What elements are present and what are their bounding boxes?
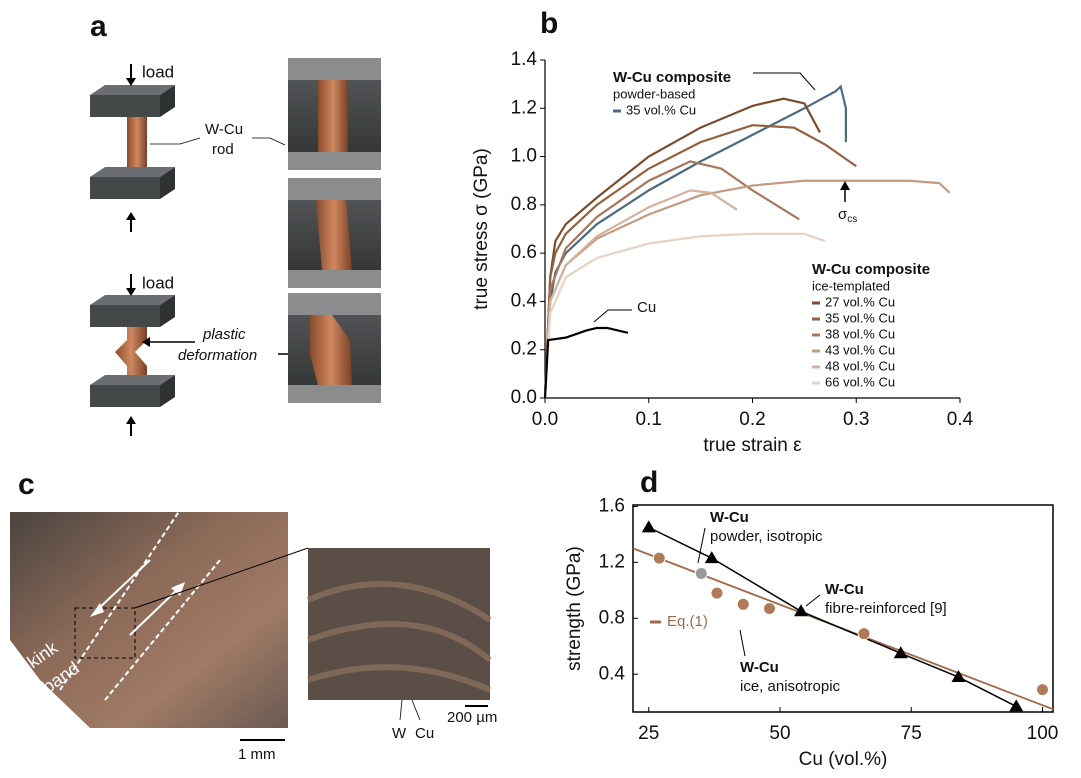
point: [1009, 699, 1023, 711]
point: [764, 603, 776, 615]
x-tick-label: 0.0: [532, 409, 558, 430]
panel-label: b: [540, 7, 558, 40]
y-tick-label: 0.2: [511, 339, 537, 360]
point: [1037, 684, 1049, 696]
y-axis-label: strength (GPa): [564, 546, 585, 671]
legend-label: 35 vol.% Cu: [825, 310, 895, 325]
annotation-title: W-Cu: [740, 659, 779, 676]
annotation: σcs: [838, 206, 857, 225]
legend-label: 27 vol.% Cu: [825, 294, 895, 309]
annotation: powder, isotropic: [710, 528, 823, 545]
legend-label: 35 vol.% Cu: [626, 102, 696, 117]
x-tick-label: 0.3: [843, 409, 869, 430]
leader: [594, 310, 632, 322]
label: deformation: [178, 347, 257, 364]
label: plastic: [202, 326, 246, 343]
curve: [545, 234, 825, 398]
label: load: [142, 273, 174, 292]
y-tick-label: 0.6: [511, 242, 537, 263]
leader: [698, 528, 705, 563]
legend-subtitle: ice-templated: [812, 278, 890, 293]
point: [653, 552, 665, 564]
point: [642, 520, 656, 532]
arrow-head: [840, 181, 850, 190]
legend-label: 43 vol.% Cu: [825, 342, 895, 357]
annotation: ice, anisotropic: [740, 678, 841, 695]
point: [695, 568, 707, 580]
legend-subtitle: powder-based: [613, 86, 695, 101]
panel-label: a: [90, 10, 107, 43]
x-tick-label: 0.4: [947, 409, 974, 430]
panel-label: c: [18, 468, 35, 501]
x-tick-label: 75: [901, 723, 922, 744]
leader: [753, 73, 815, 90]
curve-label: Cu: [637, 299, 656, 316]
point: [711, 587, 723, 599]
panel-c: c kink band 1 mm 200 µm W Cu: [10, 468, 497, 763]
y-tick-label: 0.8: [511, 194, 537, 215]
label: W: [392, 725, 407, 742]
x-axis-label: Cu (vol.%): [799, 749, 888, 770]
x-axis-label: true strain ε: [703, 435, 802, 456]
legend-label: 48 vol.% Cu: [825, 358, 895, 373]
y-axis-label: true stress σ (GPa): [471, 148, 492, 310]
x-tick-label: 0.2: [739, 409, 765, 430]
leader: [806, 595, 820, 606]
y-tick-label: 1.2: [599, 551, 625, 572]
label: 1 mm: [238, 746, 276, 763]
curve: [545, 190, 737, 398]
y-tick-label: 1.2: [511, 97, 537, 118]
legend-title: W-Cu composite: [812, 261, 930, 278]
point: [858, 628, 870, 640]
annotation-sub: cs: [847, 214, 857, 225]
label: load: [142, 62, 174, 81]
figure: a load W-Cu rod load plastic deformation…: [0, 0, 1081, 773]
point: [705, 551, 719, 563]
legend-label: 66 vol.% Cu: [825, 374, 895, 389]
annotation-title: W-Cu: [825, 581, 864, 598]
y-tick-label: 1.4: [511, 49, 538, 70]
y-tick-label: 0.8: [599, 607, 625, 628]
legend-label: 38 vol.% Cu: [825, 326, 895, 341]
y-tick-label: 0.4: [511, 290, 538, 311]
x-tick-label: 100: [1027, 723, 1059, 744]
point: [737, 598, 749, 610]
y-tick-label: 1.0: [511, 146, 537, 167]
label: Cu: [415, 725, 434, 742]
panel-label: d: [640, 466, 658, 499]
legend-title: W-Cu composite: [613, 69, 731, 86]
curve: [545, 328, 628, 398]
label: W-Cu: [205, 121, 243, 138]
x-tick-label: 50: [769, 723, 790, 744]
y-tick-label: 1.6: [599, 495, 625, 516]
x-tick-label: 0.1: [636, 409, 662, 430]
annotation: fibre-reinforced [9]: [825, 600, 947, 617]
x-tick-label: 25: [638, 723, 659, 744]
panel-a: a load W-Cu rod load plastic deformation: [90, 10, 381, 436]
y-tick-label: 0.4: [599, 663, 626, 684]
label: rod: [212, 141, 234, 158]
legend-label: Eq.(1): [667, 613, 708, 630]
annotation-title: W-Cu: [710, 509, 749, 526]
label: 200 µm: [447, 709, 497, 726]
y-tick-label: 0.0: [511, 387, 537, 408]
leader: [740, 630, 745, 656]
